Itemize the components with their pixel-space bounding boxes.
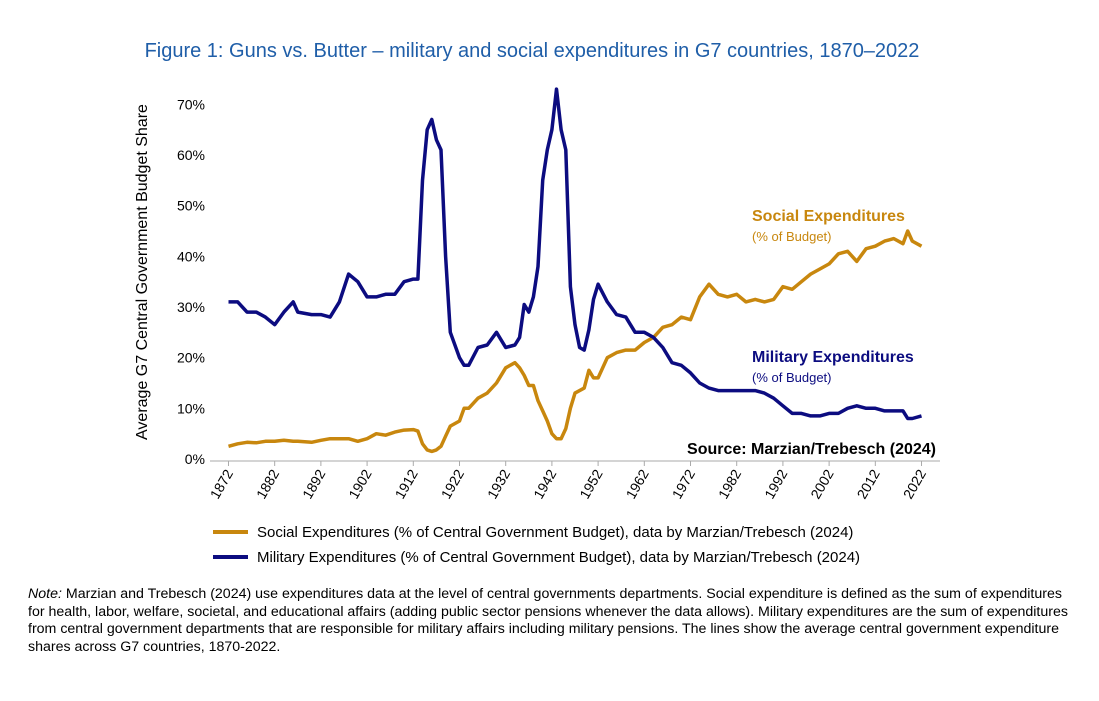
legend-label: Social Expenditures (% of Central Govern… xyxy=(257,524,853,541)
x-tick-label: 1982 xyxy=(715,466,745,501)
x-tick-label: 2022 xyxy=(900,466,930,501)
y-tick-label: 10% xyxy=(177,400,205,416)
y-tick-label: 60% xyxy=(177,147,205,163)
annotation-title: Military Expenditures xyxy=(752,349,914,366)
annotation-subtitle: (% of Budget) xyxy=(752,229,832,244)
x-tick-label: 2012 xyxy=(853,466,883,501)
annotation-subtitle: (% of Budget) xyxy=(752,370,832,385)
y-tick-label: 50% xyxy=(177,198,205,214)
y-tick-label: 40% xyxy=(177,248,205,264)
x-tick-label: 1912 xyxy=(391,466,421,501)
x-tick-label: 1932 xyxy=(484,466,514,501)
y-tick-label: 20% xyxy=(177,350,205,366)
x-tick-label: 1892 xyxy=(299,466,329,501)
series-line xyxy=(228,87,922,421)
x-tick-label: 1922 xyxy=(438,466,468,501)
x-tick-label: 1992 xyxy=(761,466,791,501)
y-tick-label: 30% xyxy=(177,299,205,315)
y-tick-label: 0% xyxy=(185,451,205,467)
x-tick-label: 1962 xyxy=(622,466,652,501)
x-tick-label: 1882 xyxy=(253,466,283,501)
legend-label: Military Expenditures (% of Central Gove… xyxy=(257,549,860,566)
y-axis-label: Average G7 Central Government Budget Sha… xyxy=(134,104,151,440)
x-tick-label: 1942 xyxy=(530,466,560,501)
note-label: Note: xyxy=(28,586,62,602)
note-text: Marzian and Trebesch (2024) use expendit… xyxy=(28,586,1068,655)
y-tick-label: 70% xyxy=(177,96,205,112)
note: Note: Marzian and Trebesch (2024) use ex… xyxy=(28,586,1078,656)
source: Source: Marzian/Trebesch (2024) xyxy=(687,441,936,458)
series-line xyxy=(228,229,923,454)
x-tick-label: 1972 xyxy=(669,466,699,501)
x-tick-label: 2002 xyxy=(807,466,837,501)
chart: Figure 1: Guns vs. Butter – military and… xyxy=(134,40,940,566)
x-tick-label: 1902 xyxy=(345,466,375,501)
x-tick-label: 1872 xyxy=(207,466,237,501)
annotation-title: Social Expenditures xyxy=(752,208,905,225)
chart-title: Figure 1: Guns vs. Butter – military and… xyxy=(145,40,920,62)
x-tick-label: 1952 xyxy=(576,466,606,501)
